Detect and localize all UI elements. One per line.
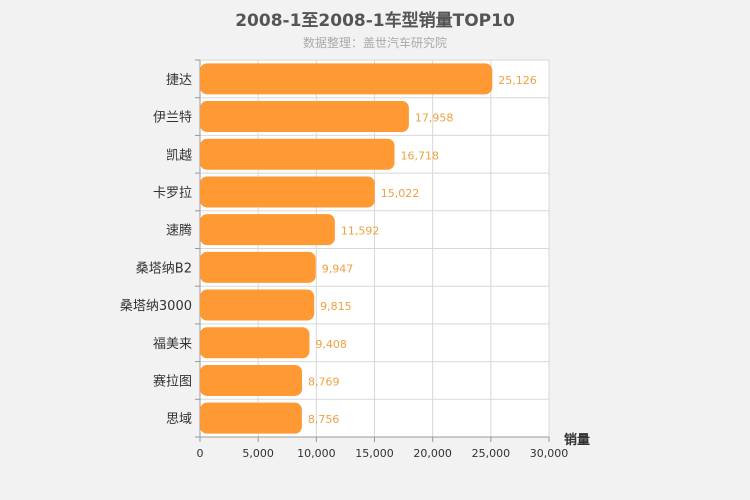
x-tick-label: 0 [197, 447, 204, 460]
x-tick-label: 20,000 [413, 447, 452, 460]
data-label: 9,408 [315, 338, 347, 351]
bar [200, 138, 395, 170]
category-label: 速腾 [166, 223, 192, 239]
data-label: 8,756 [308, 413, 340, 426]
bar [200, 214, 335, 246]
category-label: 赛拉图 [153, 373, 192, 389]
x-tick-label: 15,000 [355, 447, 394, 460]
data-label: 11,592 [341, 225, 380, 238]
category-label: 卡罗拉 [153, 186, 192, 201]
chart-title: 2008-1至2008-1车型销量TOP10 [235, 11, 515, 31]
bar [200, 402, 302, 434]
x-tick-label: 25,000 [472, 447, 511, 460]
data-label: 17,958 [415, 112, 454, 125]
bar [200, 289, 315, 321]
category-label: 捷达 [166, 73, 192, 88]
data-label: 16,718 [400, 149, 439, 162]
category-label: 伊兰特 [153, 111, 192, 126]
data-label: 9,947 [322, 262, 354, 275]
category-label: 福美来 [153, 337, 192, 352]
x-tick-label: 5,000 [242, 447, 274, 460]
category-label: 凯越 [166, 148, 192, 163]
bar [200, 327, 310, 359]
bar [200, 251, 316, 283]
x-tick-label: 30,000 [530, 447, 569, 460]
data-label: 8,769 [308, 375, 340, 388]
data-label: 25,126 [498, 74, 537, 87]
category-label: 思域 [166, 412, 192, 427]
bar [200, 176, 375, 208]
bar [200, 101, 409, 133]
category-label: 桑塔纳B2 [136, 261, 192, 276]
chart-subtitle: 数据整理：盖世汽车研究院 [302, 36, 447, 50]
bar [200, 63, 493, 95]
data-label: 15,022 [381, 187, 420, 200]
data-label: 9,815 [320, 300, 352, 313]
x-axis-label: 销量 [564, 432, 590, 448]
x-tick-label: 10,000 [297, 447, 336, 460]
category-label: 桑塔纳3000 [120, 299, 192, 314]
bar [200, 364, 303, 396]
